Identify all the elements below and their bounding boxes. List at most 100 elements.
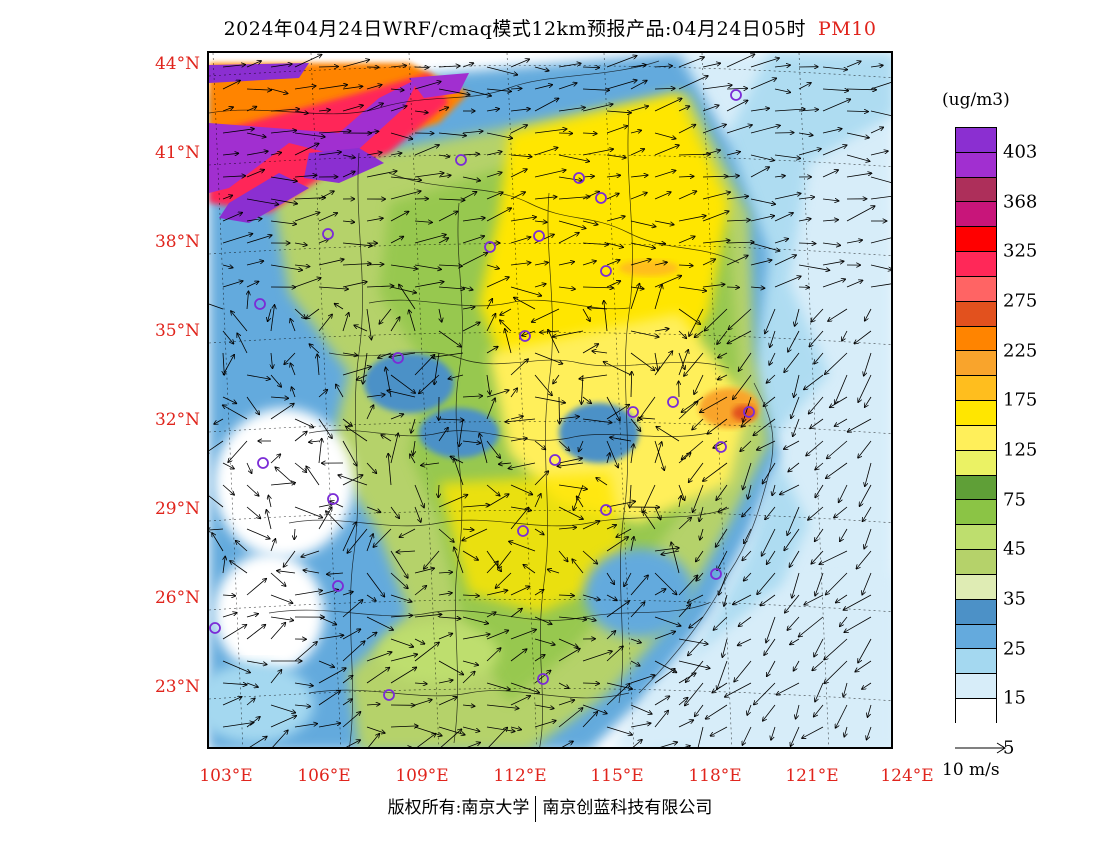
wind-arrow <box>479 434 488 464</box>
wind-arrow <box>661 550 680 554</box>
map-panel[interactable] <box>207 51 893 749</box>
wind-arrow <box>347 528 368 553</box>
wind-arrow <box>270 176 297 181</box>
wind-arrow <box>510 59 529 68</box>
wind-arrow <box>865 396 872 407</box>
wind-arrow <box>438 132 466 136</box>
wind-reference-arrow <box>955 742 1006 754</box>
map-canvas[interactable] <box>209 53 893 749</box>
wind-arrow <box>747 704 752 715</box>
wind-arrow <box>318 616 336 625</box>
wind-arrow <box>342 105 363 112</box>
wind-arrow <box>860 484 872 506</box>
wind-arrow <box>631 372 632 398</box>
wind-arrow <box>222 281 243 288</box>
wind-arrow <box>306 308 320 319</box>
wind-arrow <box>558 595 574 596</box>
wind-arrow <box>654 548 679 552</box>
wind-arrow <box>630 242 655 248</box>
wind-arrow <box>717 330 728 344</box>
wind-arrow <box>785 594 800 613</box>
wind-arrow <box>462 528 488 541</box>
wind-arrow <box>858 440 872 458</box>
wind-arrow <box>548 569 560 574</box>
wind-arrow <box>856 550 872 569</box>
wind-arrow <box>757 572 776 594</box>
wind-arrow <box>534 494 541 508</box>
wind-arrow <box>342 367 371 376</box>
wind-arrow <box>870 65 883 67</box>
wind-arrow <box>462 595 479 596</box>
latitude-label: 32°N <box>154 410 200 430</box>
wind-arrow <box>791 726 800 746</box>
wind-arrow <box>510 586 530 596</box>
wind-arrow <box>754 682 776 705</box>
wind-arrow <box>247 291 249 310</box>
wind-arrow <box>414 111 428 113</box>
wind-arrow <box>214 418 224 424</box>
copyright-left: 版权所有:南京大学 <box>387 798 530 818</box>
wind-arrow <box>840 616 848 626</box>
wind-arrow <box>810 418 824 428</box>
wind-arrow <box>391 747 411 749</box>
wind-arrow <box>366 218 383 222</box>
wind-arrow <box>246 396 259 414</box>
wind-arrow <box>270 198 297 204</box>
wind-arrow <box>510 217 536 222</box>
wind-arrow <box>858 374 872 402</box>
wind-arrow <box>246 660 267 665</box>
wind-arrow <box>699 506 704 521</box>
wind-arrow <box>607 453 610 464</box>
wind-arrow <box>270 539 275 552</box>
wind-arrow <box>868 704 872 717</box>
wind-arrow <box>318 635 344 640</box>
wind-arrow <box>414 484 424 508</box>
wind-arrow <box>606 537 628 552</box>
wind-arrow <box>486 612 496 618</box>
wind-arrow <box>209 529 224 530</box>
wind-arrow <box>246 579 266 596</box>
wind-arrow <box>486 390 509 398</box>
wind-arrow <box>678 698 688 706</box>
wind-arrow <box>582 651 612 662</box>
station-marker <box>730 89 742 101</box>
wind-arrow <box>342 172 355 178</box>
wind-arrow <box>294 308 305 318</box>
legend-swatch <box>956 699 996 724</box>
wind-arrow <box>318 723 340 728</box>
wind-arrow <box>826 462 848 478</box>
wind-arrow <box>379 308 392 324</box>
wind-arrow <box>678 518 691 530</box>
wind-arrow <box>846 173 872 178</box>
wind-arrow <box>750 198 775 204</box>
wind-arrow <box>366 594 376 601</box>
wind-arrow <box>505 329 512 354</box>
wind-arrow <box>330 501 344 508</box>
wind-arrow <box>582 594 600 600</box>
wind-arrow <box>366 534 373 552</box>
wind-arrow <box>228 440 248 462</box>
wind-arrow <box>270 594 293 603</box>
wind-arrow <box>294 212 320 222</box>
wind-arrow <box>784 352 800 372</box>
wind-arrow <box>414 683 427 684</box>
wind-arrow <box>414 568 434 574</box>
wind-arrow <box>318 314 332 332</box>
station-marker <box>257 457 269 469</box>
wind-arrow <box>399 285 416 310</box>
station-marker <box>519 330 531 342</box>
wind-arrow <box>582 261 596 266</box>
wind-arrow <box>390 654 417 662</box>
wind-arrow <box>510 109 530 111</box>
latitude-label: 44°N <box>154 54 200 74</box>
wind-arrow <box>774 154 800 158</box>
wind-arrow <box>684 746 690 747</box>
wind-arrow <box>534 85 552 90</box>
wind-arrow <box>510 609 522 618</box>
wind-arrow <box>822 220 838 221</box>
wind-arrow <box>309 344 320 354</box>
wind-arrow <box>804 374 824 390</box>
wind-arrow <box>702 259 715 266</box>
wind-arrow <box>822 145 847 156</box>
wind-arrow <box>498 550 512 568</box>
